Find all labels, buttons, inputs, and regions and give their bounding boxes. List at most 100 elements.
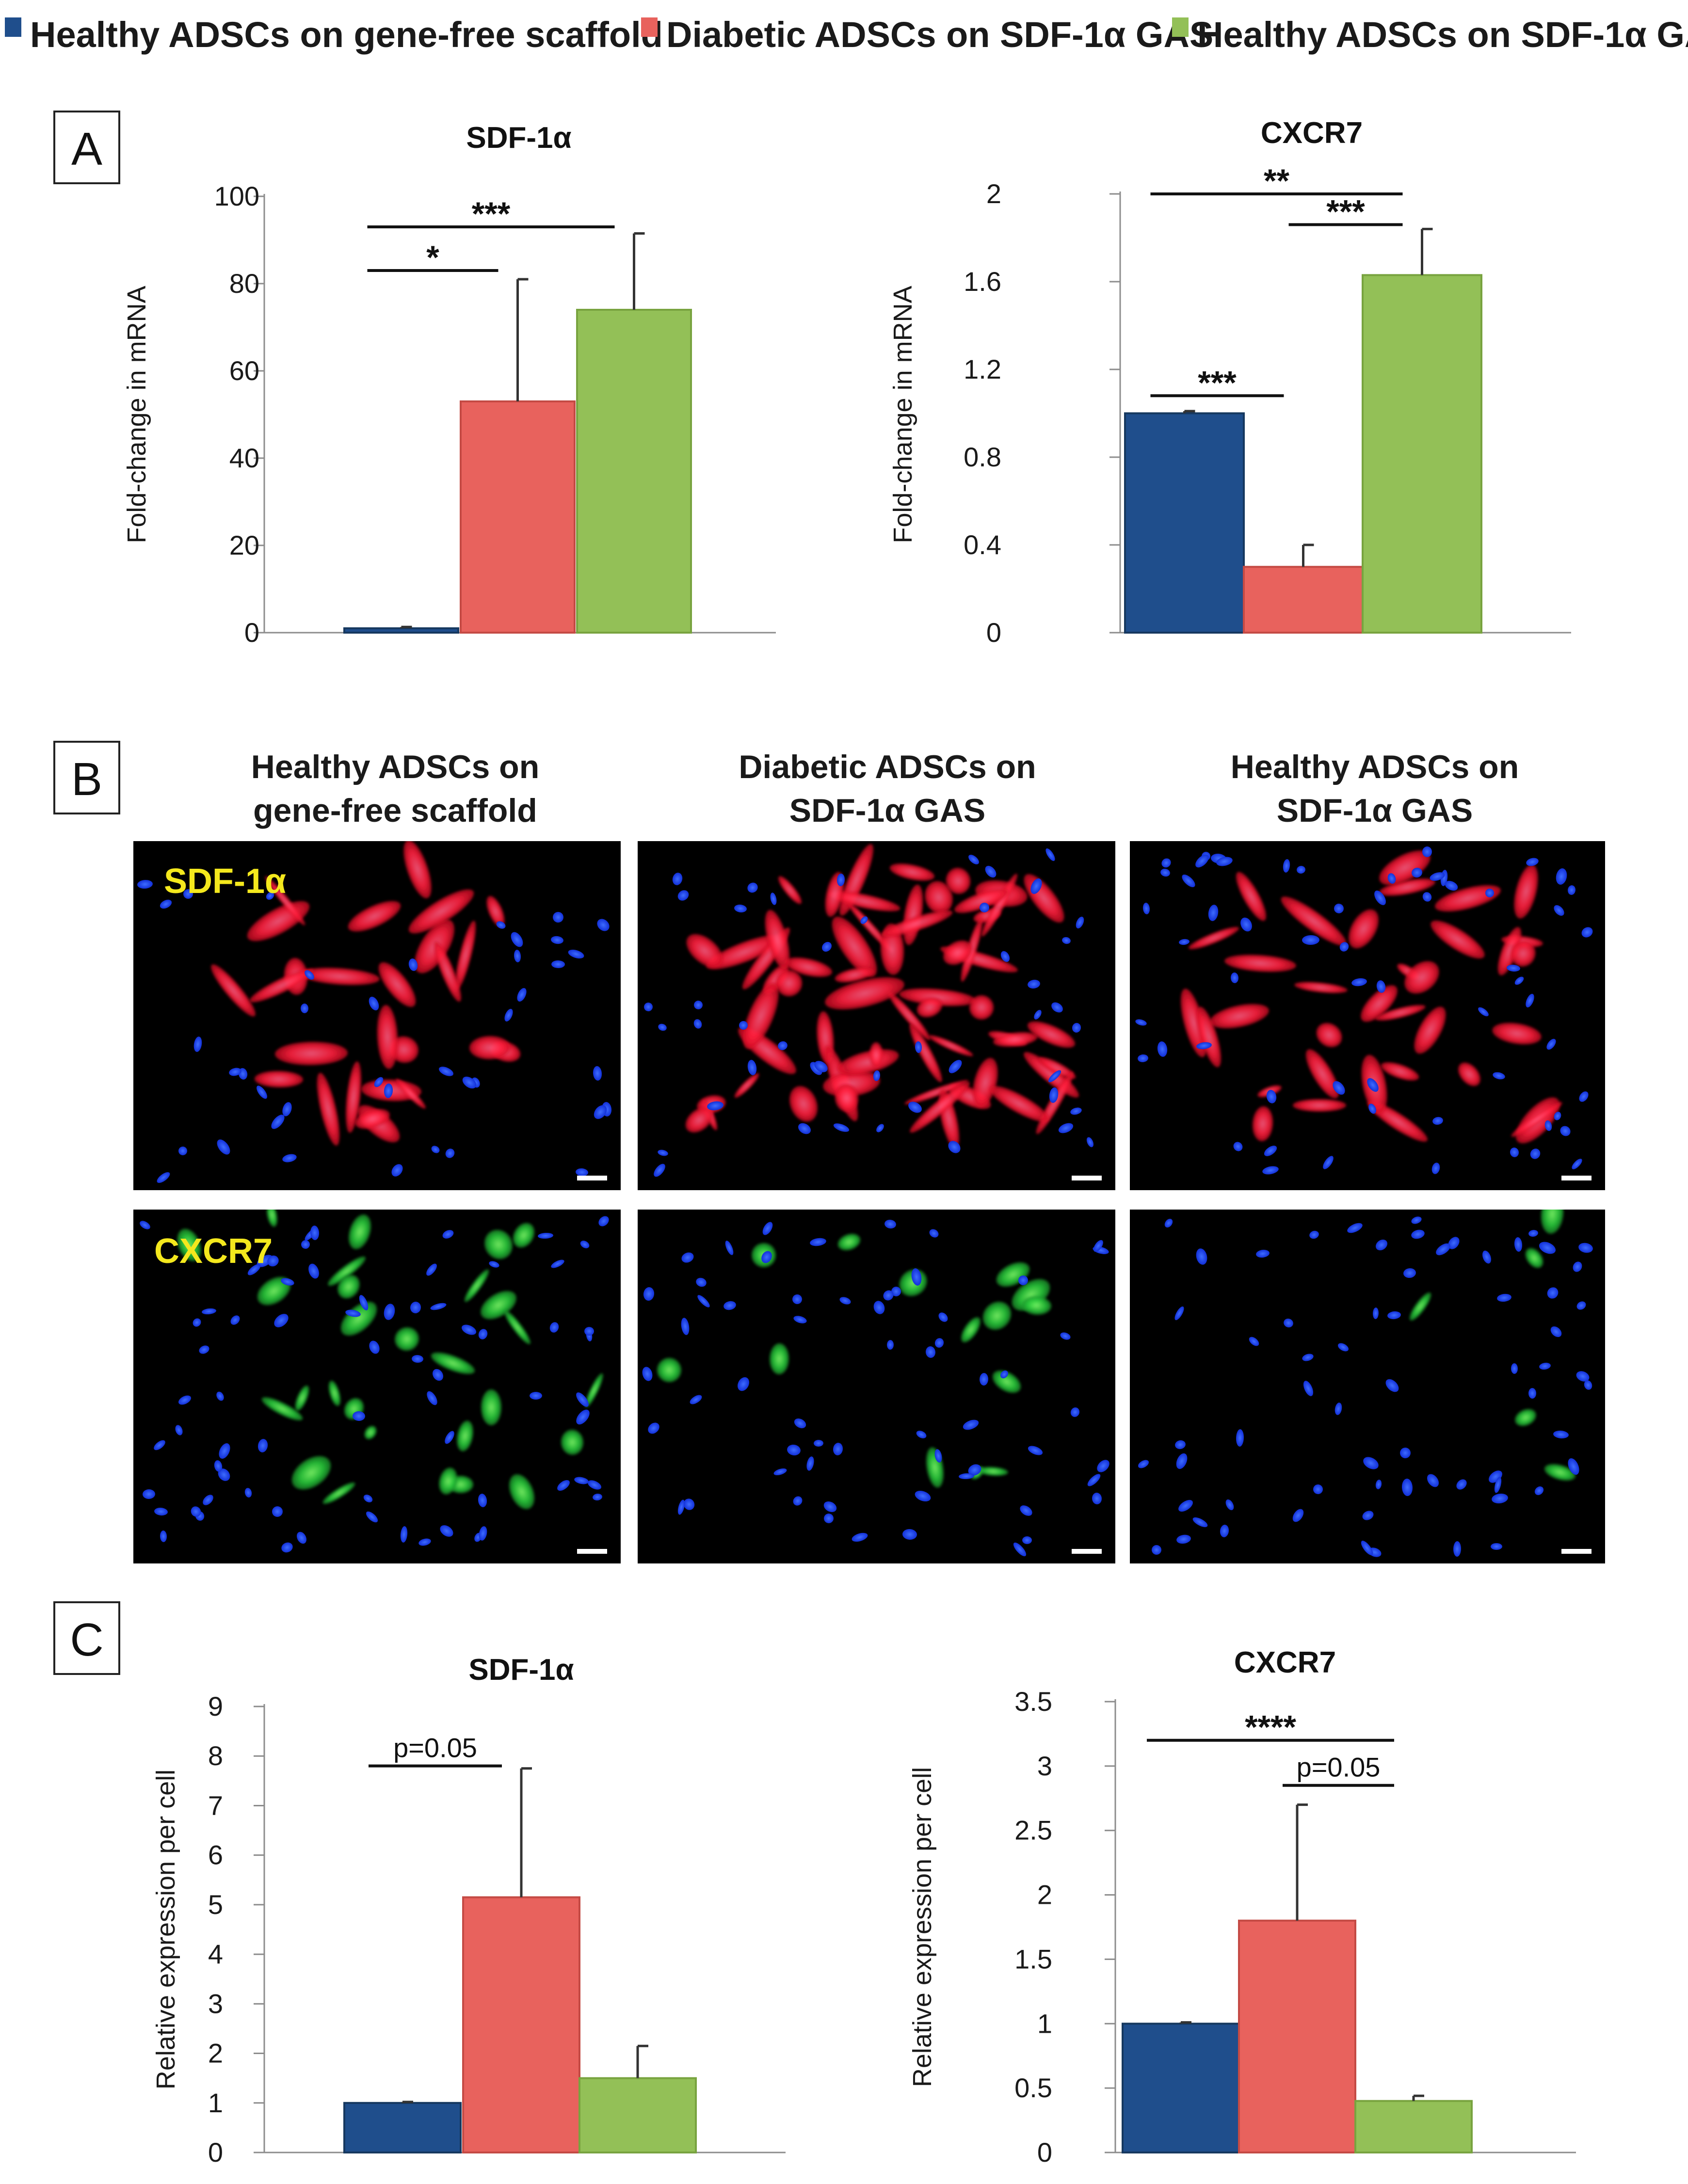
dapi-nucleus <box>1266 1090 1277 1103</box>
dapi-nucleus <box>597 919 610 931</box>
sdf1a-stained-cell <box>835 1084 859 1112</box>
y-axis-label: Relative expression per cell <box>908 1767 937 2087</box>
dapi-nucleus <box>193 1036 202 1052</box>
sdf1a-stained-cell <box>211 964 256 1017</box>
cxcr7-stained-cell <box>340 1302 377 1336</box>
cxcr7-stained-cell <box>992 1370 1021 1393</box>
dapi-nucleus <box>908 1101 922 1113</box>
cxcr7-stained-cell <box>484 1229 513 1259</box>
dapi-nucleus <box>1196 1042 1212 1050</box>
dapi-nucleus <box>823 1501 837 1513</box>
dapi-nucleus <box>1385 1379 1399 1392</box>
dapi-nucleus <box>1375 1480 1382 1489</box>
dapi-nucleus <box>391 1164 403 1177</box>
dapi-nucleus <box>1412 867 1422 878</box>
cxcr7-stained-cell <box>961 1317 981 1342</box>
dapi-nucleus <box>697 1295 710 1307</box>
dapi-nucleus <box>478 1329 488 1339</box>
panel-label-c: C <box>53 1601 120 1675</box>
dapi-nucleus <box>1302 1354 1314 1361</box>
sdf1a-stained-cell <box>1316 1023 1342 1047</box>
dapi-nucleus <box>430 1303 447 1310</box>
dapi-nucleus <box>1216 857 1233 866</box>
sdf1a-stained-cell <box>943 940 972 965</box>
dapi-nucleus <box>814 1061 828 1072</box>
dapi-nucleus <box>199 1345 209 1354</box>
dapi-nucleus <box>400 1526 408 1543</box>
dapi-nucleus <box>707 1101 723 1111</box>
dapi-nucleus <box>821 941 832 952</box>
dapi-nucleus <box>798 1123 811 1134</box>
dapi-nucleus <box>739 1021 748 1030</box>
dapi-nucleus <box>959 1473 974 1480</box>
dapi-nucleus <box>787 1444 801 1456</box>
dapi-nucleus <box>1430 872 1445 881</box>
significance-label: p=0.05 <box>1297 1752 1381 1783</box>
dapi-nucleus <box>274 1314 289 1327</box>
y-tick-label: 0.5 <box>1014 2072 1052 2103</box>
dapi-nucleus <box>1303 1381 1314 1396</box>
dapi-nucleus <box>1174 1306 1184 1321</box>
dapi-nucleus <box>282 1154 297 1163</box>
dapi-nucleus <box>1297 865 1305 874</box>
dapi-nucleus <box>538 1232 553 1239</box>
cxcr7-stained-cell <box>561 1430 584 1455</box>
chart-title: SDF-1α <box>468 1653 574 1687</box>
dapi-nucleus <box>1492 1493 1508 1504</box>
dapi-nucleus <box>1092 1493 1102 1504</box>
sdf1a-stained-cell <box>378 962 416 1007</box>
dapi-nucleus <box>833 1123 850 1132</box>
y-tick-label: 0 <box>986 617 1001 648</box>
sdf1a-stained-cell <box>888 992 931 1040</box>
dapi-nucleus <box>514 950 521 962</box>
cxcr7-stained-cell <box>177 1228 201 1261</box>
dapi-nucleus <box>963 1419 979 1430</box>
dapi-nucleus <box>1374 890 1386 906</box>
cxcr7-stained-cell <box>267 1210 277 1227</box>
dapi-nucleus <box>479 1526 487 1541</box>
dapi-nucleus <box>654 1164 665 1177</box>
dapi-nucleus <box>915 1490 931 1502</box>
micrograph-cells <box>1138 1210 1593 1557</box>
dapi-nucleus <box>272 1506 283 1517</box>
sdf1a-stained-cell <box>776 970 802 996</box>
dapi-nucleus <box>1334 1403 1342 1415</box>
sdf1a-stained-cell <box>1349 909 1379 949</box>
micrograph-tile <box>133 1210 621 1563</box>
sdf1a-stained-cell <box>904 1080 968 1105</box>
dapi-nucleus <box>1511 1363 1518 1374</box>
dapi-nucleus <box>833 1443 843 1455</box>
sdf1a-stained-cell <box>1210 1004 1269 1029</box>
dapi-nucleus <box>496 921 506 929</box>
dapi-nucleus <box>1135 1019 1147 1026</box>
dapi-nucleus <box>644 1003 653 1011</box>
sdf1a-stained-cell <box>1511 941 1536 967</box>
dapi-nucleus <box>883 1290 894 1301</box>
dapi-nucleus <box>1196 1248 1207 1265</box>
dapi-nucleus <box>157 1172 170 1183</box>
dapi-nucleus <box>806 1456 814 1471</box>
dapi-nucleus <box>461 1324 477 1335</box>
dapi-nucleus <box>902 1529 917 1540</box>
dapi-nucleus <box>1097 1460 1109 1472</box>
dapi-nucleus <box>511 932 523 947</box>
dapi-nucleus <box>1579 1091 1589 1102</box>
sdf1a-stained-cell <box>486 896 505 927</box>
dapi-nucleus <box>915 1041 922 1053</box>
cxcr7-stained-cell <box>291 1456 331 1490</box>
sdf1a-stained-cell <box>837 1049 899 1075</box>
cxcr7-stained-cell <box>457 1420 473 1451</box>
micrograph-tile <box>133 841 621 1190</box>
sdf1a-stained-cell <box>929 1035 973 1056</box>
dapi-nucleus <box>369 1340 380 1354</box>
column-header-2-line1: Diabetic ADSCs on <box>739 749 1036 785</box>
dapi-nucleus <box>363 1494 373 1503</box>
cxcr7-stained-cell <box>1541 1210 1564 1234</box>
legend-label-diabetic-gas: Diabetic ADSCs on SDF-1α GAS <box>666 15 1213 55</box>
dapi-nucleus <box>1236 1429 1244 1447</box>
scale-bar <box>577 1176 607 1180</box>
dapi-nucleus <box>916 1431 927 1438</box>
dapi-nucleus <box>747 1060 757 1075</box>
dapi-nucleus <box>551 1259 564 1268</box>
sdf1a-stained-cell <box>1028 1021 1075 1048</box>
